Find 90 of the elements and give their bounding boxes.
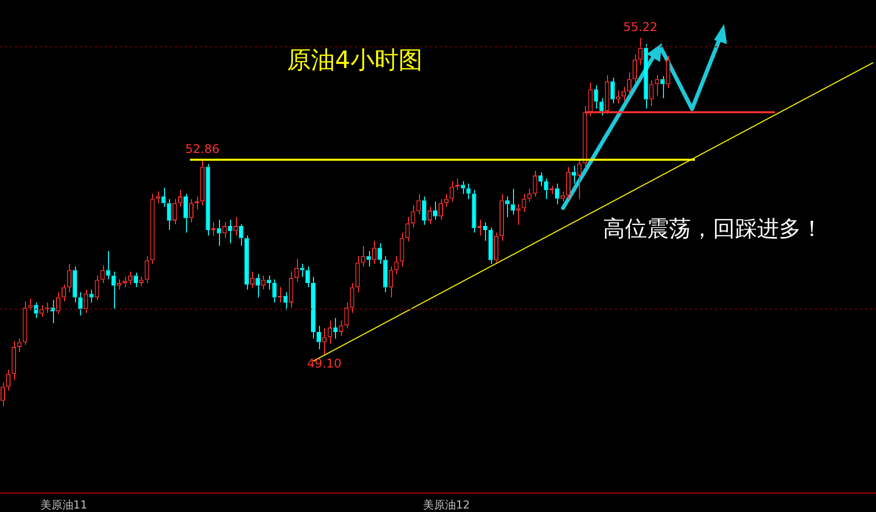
candlestick: [6, 369, 11, 391]
candlestick: [288, 271, 294, 308]
candlestick: [482, 222, 488, 242]
candlestick: [438, 198, 443, 220]
candlestick: [372, 240, 376, 264]
candlestick: [294, 258, 299, 282]
candlestick: [172, 198, 177, 225]
candlestick: [106, 250, 110, 280]
candlestick: [510, 188, 516, 216]
candlestick: [660, 76, 665, 99]
candlestick: [666, 55, 670, 88]
candlestick: [184, 193, 188, 234]
candlestick: [244, 235, 249, 290]
x-tick-label: 美原油11: [40, 498, 88, 512]
candlestick: [272, 278, 277, 304]
candlestick: [394, 256, 399, 275]
annotation: 55.22: [623, 20, 658, 34]
candlestick: [572, 165, 576, 184]
candlestick: [72, 266, 78, 304]
candlestick: [500, 193, 504, 242]
candlestick: [200, 159, 205, 206]
candlestick: [544, 178, 548, 200]
candlestick: [472, 189, 476, 234]
candlestick: [627, 72, 632, 96]
candlestick: [505, 196, 510, 218]
candlestick: [62, 284, 66, 302]
candlestick: [50, 299, 55, 324]
candlestick: [84, 289, 88, 314]
candlestick: [632, 54, 638, 84]
candlestick: [644, 44, 648, 110]
candlestick: [333, 317, 338, 340]
candlestick: [610, 77, 615, 104]
candlestick: [89, 289, 94, 304]
candlestick: [416, 193, 421, 216]
candlestick: [78, 292, 83, 316]
candlestick: [649, 80, 654, 106]
candlestick: [233, 216, 238, 236]
candlestick: [56, 292, 60, 314]
candlestick: [410, 204, 416, 228]
candlestick: [538, 172, 543, 187]
candlestick: [22, 300, 28, 346]
candlestick: [266, 275, 272, 290]
candlestick: [366, 250, 371, 267]
candlestick: [166, 198, 172, 231]
candlestick: [616, 90, 620, 104]
candlestick: [111, 271, 116, 310]
candlestick: [577, 158, 582, 200]
candlestick: [444, 193, 449, 208]
candlestick: [139, 276, 144, 286]
candlestick: [383, 256, 388, 293]
candlestick: [189, 198, 194, 223]
annotation: 高位震荡，回踩进多！: [603, 216, 823, 244]
candlestick: [316, 325, 322, 350]
candlestick: [378, 242, 382, 264]
candlestick: [522, 193, 526, 212]
candlestick: [256, 274, 260, 298]
candlestick: [12, 340, 16, 381]
candlestick: [350, 282, 354, 314]
candlestick: [488, 226, 493, 264]
candlestick: [206, 164, 210, 236]
candlestick: [422, 196, 426, 226]
candlestick: [566, 166, 571, 200]
candlestick: [67, 263, 72, 293]
candlestick: [39, 304, 44, 318]
candlestick: [328, 320, 332, 344]
candlestick: [355, 256, 360, 293]
candlestick: [654, 74, 660, 96]
candlestick: [322, 328, 327, 355]
candlestick: [238, 224, 244, 246]
candlestick: [305, 266, 310, 288]
chart-title: 原油4小时图: [287, 45, 422, 76]
candlestick: [554, 183, 560, 205]
candlestick: [100, 264, 105, 284]
candlestick: [494, 232, 498, 263]
candlestick: [216, 219, 222, 246]
candlestick: [17, 338, 22, 352]
candlestick: [400, 232, 404, 267]
candlestick: [460, 180, 466, 194]
candlestick: [34, 302, 38, 318]
candlestick: [311, 276, 316, 340]
candlestick: [144, 256, 150, 284]
candlestick: [638, 37, 643, 66]
x-tick-label: 美原油12: [422, 498, 470, 512]
candlestick: [427, 206, 432, 225]
candlestick: [161, 187, 166, 208]
annotation: 52.86: [185, 142, 220, 156]
candlestick: [450, 180, 454, 202]
candlestick: [228, 219, 232, 244]
candlestick: [388, 266, 394, 298]
annotation: 49.10: [307, 356, 342, 371]
